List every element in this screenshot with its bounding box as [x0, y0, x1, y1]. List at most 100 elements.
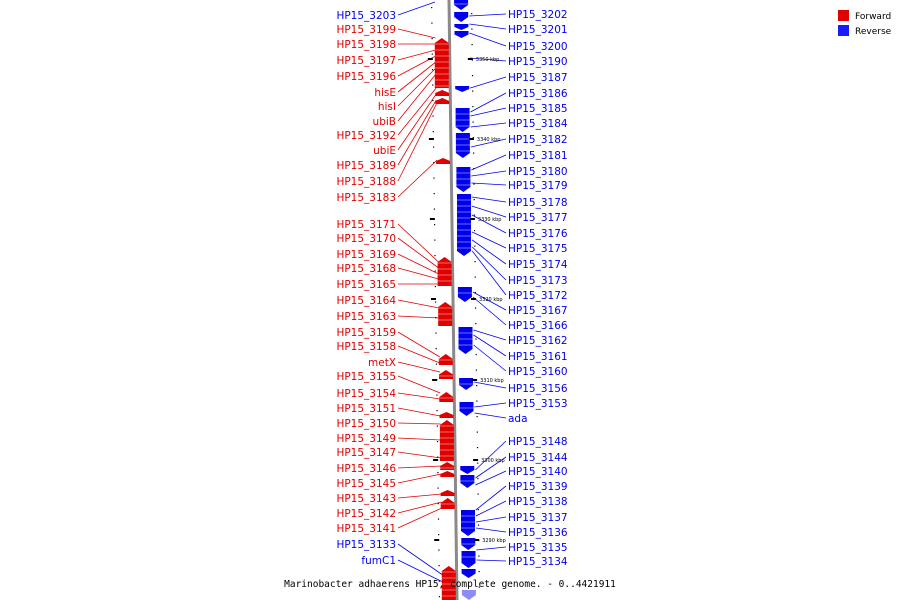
scale-tick-mark: [467, 58, 473, 60]
forward-gene-arrow: [439, 370, 453, 379]
scale-tick-mark: [472, 379, 478, 381]
forward-gene-arrow: [437, 257, 452, 286]
leader-line: [471, 231, 507, 249]
leader-line: [397, 559, 443, 583]
gene-dot: [438, 534, 440, 536]
gene-dot: [474, 245, 476, 247]
left-gene-labels: HP15_3203 HP15_3199 HP15_3198 HP15_3197 HP15…: [336, 10, 396, 567]
gene-label-right: HP15_3139: [508, 481, 568, 493]
gene-label-right: HP15_3179: [508, 180, 568, 192]
gene-label-left: HP15_3196: [336, 71, 396, 83]
leader-line: [397, 253, 439, 275]
leader-line: [397, 451, 442, 459]
leader-line: [474, 412, 507, 419]
leader-line: [397, 49, 436, 61]
gene-label-right: HP15_3153: [508, 398, 568, 410]
gene-dot: [438, 596, 441, 598]
gene-label-left: hisE: [374, 87, 396, 99]
gene-label-left: HP15_3170: [336, 233, 396, 245]
leader-line: [397, 223, 439, 263]
reverse-gene-arrow: [455, 86, 470, 92]
gene-label-right: HP15_3201: [508, 24, 568, 36]
gene-label-left: HP15_3159: [336, 327, 396, 339]
leader-line: [475, 527, 507, 533]
gene-dot: [432, 115, 434, 117]
gene-label-left: metX: [368, 357, 396, 369]
reverse-gene-arrow: [458, 327, 473, 354]
gene-label-left: HP15_3154: [336, 388, 396, 400]
leader-line: [472, 291, 507, 311]
gene-label-right: HP15_3173: [508, 275, 568, 287]
gene-label-left: HP15_3143: [336, 493, 396, 505]
gene-label-right: HP15_3182: [508, 134, 568, 146]
gene-label-right: HP15_3134: [508, 556, 568, 568]
gene-dot: [471, 59, 473, 61]
gene-label-left: HP15_3165: [336, 279, 396, 291]
gene-label-right: HP15_3161: [508, 351, 568, 363]
reverse-gene-arrow: [454, 31, 469, 38]
leader-line: [475, 485, 507, 511]
gene-dot: [474, 292, 476, 294]
gene-dot: [476, 385, 478, 387]
forward-gene-arrow: [440, 471, 455, 477]
gene-label-right: HP15_3175: [508, 243, 568, 255]
leader-line: [471, 214, 507, 234]
gene-label-left: HP15_3192: [336, 130, 396, 142]
forward-gene-arrow: [440, 498, 455, 509]
gene-label-left: HP15_3158: [336, 341, 396, 353]
gene-label-left: HP15_3149: [336, 433, 396, 445]
gene-dot: [437, 503, 439, 505]
scale-tick-mark: [431, 298, 436, 300]
reverse-gene-arrow: [456, 167, 471, 192]
leader-line: [397, 315, 440, 319]
scale-tick-label: 3330 kbp: [478, 217, 502, 223]
gene-label-left: HP15_3150: [336, 418, 396, 430]
gene-dot: [437, 518, 440, 520]
scale-tick-mark: [474, 539, 480, 541]
gene-label-left: HP15_3141: [336, 523, 396, 535]
gene-dot: [477, 509, 479, 511]
forward-gene-arrow: [435, 98, 450, 104]
gene-label-right: HP15_3180: [508, 166, 568, 178]
leader-line: [397, 67, 437, 107]
gene-dot: [477, 462, 479, 464]
gene-dot: [434, 286, 436, 288]
gene-dot: [435, 332, 437, 334]
reverse-genes: [454, 0, 476, 600]
leader-line: [474, 402, 507, 408]
leader-line: [475, 470, 507, 486]
leader-line: [469, 13, 507, 17]
leader-line: [475, 500, 507, 517]
leader-line: [472, 246, 507, 281]
leader-line: [397, 103, 437, 182]
gene-dot: [435, 301, 437, 303]
gene-label-right: HP15_3136: [508, 527, 568, 539]
gene-dot: [471, 44, 473, 46]
gene-label-left: HP15_3147: [336, 447, 396, 459]
leader-line: [397, 61, 437, 93]
gene-label-right: HP15_3174: [508, 259, 568, 271]
leader-line: [397, 507, 442, 529]
gene-label-left: HP15_3189: [336, 160, 396, 172]
leader-line: [397, 159, 438, 198]
leader-lines: [397, 1, 507, 583]
leader-line: [471, 154, 507, 171]
scale-tick-label: 3310 kbp: [480, 378, 504, 384]
gene-label-right: HP15_3140: [508, 466, 568, 478]
gene-label-right: HP15_3184: [508, 118, 568, 130]
gene-dot: [437, 456, 439, 458]
leader-line: [397, 345, 440, 364]
gene-dot: [431, 69, 434, 71]
leader-line: [474, 381, 507, 389]
strand-legend: Forward Reverse: [838, 10, 892, 37]
scale-tick-mark: [468, 138, 474, 140]
leader-line: [397, 392, 441, 400]
forward-gene-arrow: [434, 38, 449, 88]
gene-label-right: HP15_3176: [508, 228, 568, 240]
gene-label-right: HP15_3202: [508, 9, 568, 21]
gene-dot: [473, 168, 475, 170]
legend-swatch: [838, 10, 849, 21]
gene-dot: [477, 493, 479, 495]
gene-dot: [476, 431, 478, 433]
gene-dot: [432, 100, 434, 102]
